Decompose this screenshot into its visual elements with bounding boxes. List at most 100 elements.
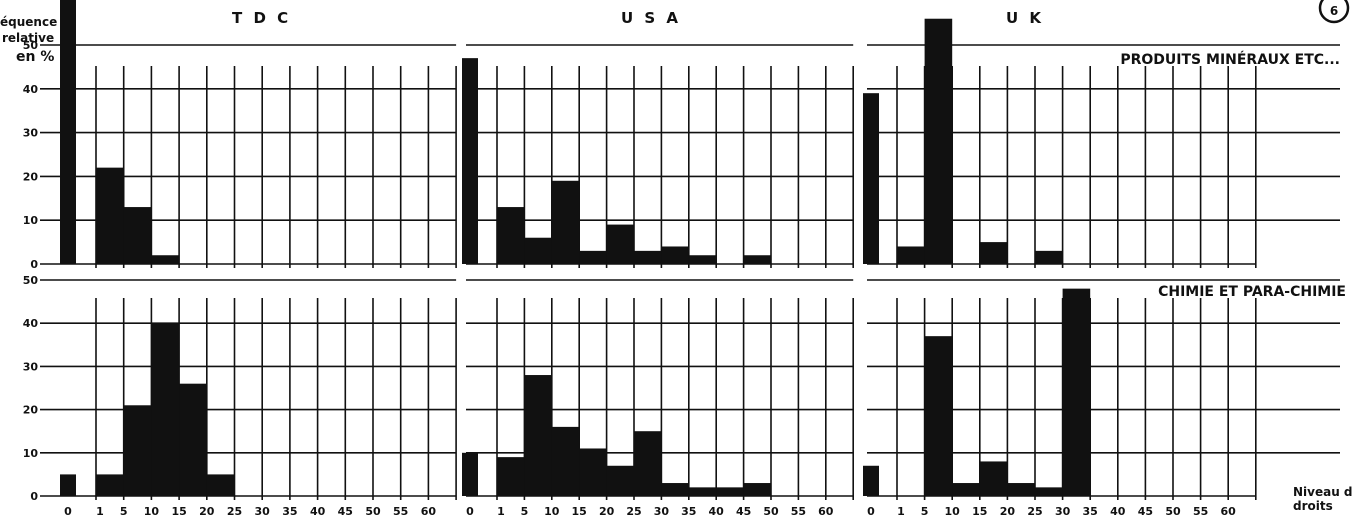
bar-25-30 <box>1035 250 1063 264</box>
x-tick-label: 1 <box>497 505 505 518</box>
x-tick-label: 40 <box>310 505 326 518</box>
x-tick-label: 35 <box>681 505 696 518</box>
section-title-minerals: PRODUITS MINÉRAUX ETC... <box>1120 51 1340 68</box>
x-tick-label: 30 <box>654 505 670 518</box>
y-tick-label: 50 <box>23 274 39 287</box>
x-tick-label: 40 <box>709 505 725 518</box>
x-tick-label: 5 <box>921 505 929 518</box>
x-tick-label: 1 <box>897 505 905 518</box>
x-tick-label: 50 <box>365 505 381 518</box>
x-tick-label: 45 <box>736 505 751 518</box>
ylabel-line-1: équence <box>0 15 57 29</box>
bar-0-5 <box>497 207 525 264</box>
x-tick-label: 60 <box>1221 505 1237 518</box>
bar-10-15 <box>551 180 580 264</box>
y-tick-label: 0 <box>30 490 38 503</box>
x-tick-label: 20 <box>599 505 615 518</box>
bar-20-25 <box>606 224 634 264</box>
y-tick-label: 20 <box>23 404 39 417</box>
bar-20-25 <box>206 474 235 496</box>
bar-15-20 <box>579 250 607 264</box>
x-tick-label: 35 <box>1083 505 1098 518</box>
bar-0-5 <box>96 474 124 496</box>
column-title-tdc: T D C <box>232 9 291 27</box>
ylabel-line-2: relative <box>2 31 54 45</box>
bar-20-25 <box>606 465 634 496</box>
bar-45-50 <box>743 483 771 496</box>
bar-30-35 <box>661 483 689 496</box>
x-tick-label: 15 <box>972 505 987 518</box>
x-tick-label: 45 <box>338 505 353 518</box>
x-tick-label: 15 <box>171 505 186 518</box>
bar-0-5 <box>497 457 525 496</box>
x-tick-label: 0 <box>64 505 72 518</box>
x-tick-label: 25 <box>1027 505 1042 518</box>
bar-0-5 <box>897 246 925 264</box>
x-tick-label: 25 <box>227 505 242 518</box>
y-tick-label: 0 <box>30 258 38 271</box>
bar-25-30 <box>634 431 662 496</box>
bar-zero-duty <box>863 465 879 496</box>
bar-5-10 <box>123 405 152 496</box>
x-tick-label: 20 <box>1000 505 1016 518</box>
y-tick-label: 40 <box>23 83 39 96</box>
bar-0-5 <box>96 167 124 264</box>
x-tick-label: 10 <box>945 505 961 518</box>
x-tick-label: 15 <box>572 505 587 518</box>
bar-zero-duty <box>60 474 76 496</box>
x-tick-label: 1 <box>96 505 104 518</box>
bar-30-35 <box>1062 288 1091 496</box>
bar-15-20 <box>979 242 1008 264</box>
x-tick-label: 0 <box>466 505 474 518</box>
xlabel-line-2: droits <box>1293 499 1333 513</box>
x-tick-label: 55 <box>1193 505 1208 518</box>
bar-5-10 <box>524 237 552 264</box>
x-tick-label: 10 <box>144 505 160 518</box>
x-tick-label: 25 <box>626 505 641 518</box>
bar-30-35 <box>661 246 689 264</box>
bar-20-25 <box>1007 483 1035 496</box>
corner-circle <box>1318 0 1350 24</box>
x-tick-label: 30 <box>1055 505 1071 518</box>
bar-10-15 <box>151 255 180 264</box>
bar-45-50 <box>743 255 771 264</box>
bar-35-40 <box>688 255 717 264</box>
bar-10-15 <box>952 483 980 496</box>
x-tick-label: 50 <box>763 505 779 518</box>
x-tick-label: 30 <box>255 505 271 518</box>
ylabel-line-3: en % <box>16 49 54 65</box>
bar-zero-duty <box>863 93 879 265</box>
y-tick-label: 40 <box>23 317 39 330</box>
x-tick-label: 20 <box>199 505 215 518</box>
x-tick-label: 50 <box>1165 505 1181 518</box>
bar-zero-duty <box>462 452 478 496</box>
y-tick-label: 10 <box>23 447 39 460</box>
x-tick-label: 35 <box>282 505 297 518</box>
bar-40-45 <box>716 487 744 496</box>
column-title-uk: U K <box>1006 9 1044 27</box>
y-tick-label: 50 <box>23 39 39 52</box>
x-tick-label: 5 <box>521 505 529 518</box>
x-tick-label: 55 <box>791 505 806 518</box>
y-tick-label: 30 <box>23 360 39 373</box>
bar-5-10 <box>123 207 152 264</box>
x-tick-label: 40 <box>1110 505 1126 518</box>
x-tick-label: 60 <box>818 505 834 518</box>
bar-5-10 <box>924 18 953 264</box>
bar-15-20 <box>179 383 207 496</box>
bar-25-30 <box>634 250 662 264</box>
x-tick-label: 5 <box>120 505 128 518</box>
x-tick-label: 0 <box>867 505 875 518</box>
column-title-usa: U S A <box>621 9 681 27</box>
bar-10-15 <box>151 323 180 496</box>
bar-15-20 <box>579 448 607 496</box>
bar-25-30 <box>1035 487 1063 496</box>
bar-5-10 <box>524 375 552 496</box>
x-tick-label: 45 <box>1138 505 1153 518</box>
bar-10-15 <box>551 426 580 496</box>
x-tick-label: 55 <box>393 505 408 518</box>
bar-5-10 <box>924 336 953 496</box>
x-tick-label: 60 <box>421 505 437 518</box>
bar-zero-duty <box>462 58 478 264</box>
